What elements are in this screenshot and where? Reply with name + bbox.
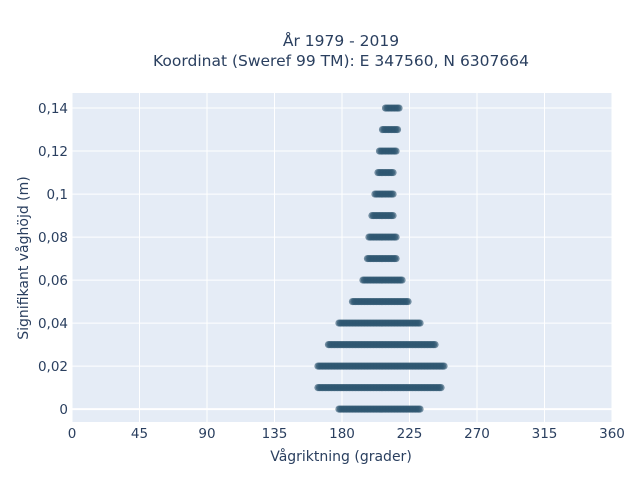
x-tick-label: 225 <box>397 426 423 442</box>
data-point <box>440 362 448 370</box>
y-tick-label: 0,06 <box>38 273 68 289</box>
data-point <box>398 276 406 284</box>
x-tick-label: 360 <box>599 426 625 442</box>
scatter-points <box>314 104 448 413</box>
data-point <box>437 383 445 392</box>
y-axis-title: Signifikant våghöjd (m) <box>15 176 32 339</box>
data-point <box>392 254 400 263</box>
data-point <box>395 104 403 112</box>
data-point <box>389 211 397 220</box>
x-tick-label: 135 <box>262 426 288 442</box>
data-point <box>389 190 397 198</box>
x-tick-label: 315 <box>532 426 558 442</box>
x-tick-label: 270 <box>464 426 490 442</box>
x-tick-label: 45 <box>131 426 148 442</box>
chart-title-line-1: År 1979 - 2019 <box>283 31 399 50</box>
y-tick-label: 0,12 <box>38 144 68 160</box>
chart-title-line-2: Koordinat (Sweref 99 TM): E 347560, N 63… <box>153 52 529 70</box>
data-point <box>393 125 402 134</box>
data-point <box>392 233 400 241</box>
y-tick-label: 0,04 <box>38 316 68 332</box>
data-point <box>431 340 439 349</box>
y-tick-label: 0,02 <box>38 359 68 375</box>
y-tick-label: 0,1 <box>47 187 68 203</box>
data-point <box>416 319 424 327</box>
x-axis-title: Vågriktning (grader) <box>270 448 412 465</box>
x-axis-ticks: 0 45 90 135 180 225 270 315 360 <box>68 426 625 442</box>
x-tick-label: 180 <box>329 426 355 442</box>
data-point <box>416 405 424 413</box>
x-tick-label: 0 <box>68 426 77 442</box>
y-tick-label: 0,08 <box>38 230 68 246</box>
data-point <box>404 297 412 306</box>
data-point <box>389 168 397 177</box>
y-tick-label: 0 <box>59 402 68 418</box>
y-tick-label: 0,14 <box>38 101 68 117</box>
y-axis-ticks: 0 0,02 0,04 0,06 0,08 0,1 0,12 0,14 <box>38 101 68 418</box>
x-tick-label: 90 <box>198 426 215 442</box>
data-point <box>392 147 400 155</box>
